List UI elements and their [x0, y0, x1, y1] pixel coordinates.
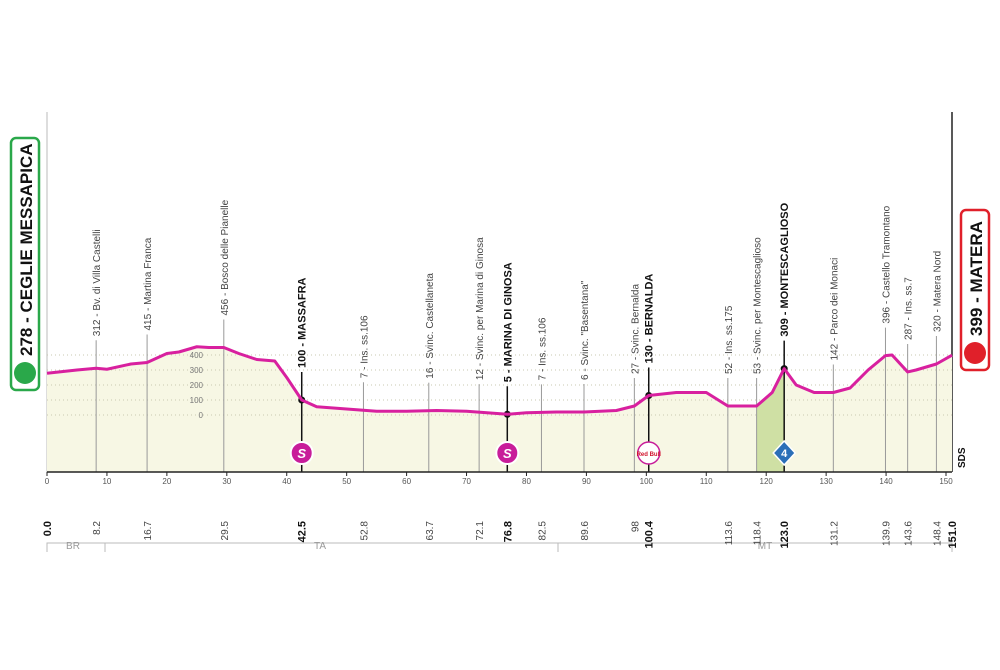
start-frame	[9, 136, 41, 392]
km-label: 139.9	[881, 521, 892, 546]
waypoint-label: 142 - Parco dei Monaci	[829, 258, 840, 361]
sds-label: SDS	[957, 447, 968, 468]
y-tick-label: 200	[190, 381, 204, 390]
bonus-icon	[636, 441, 661, 465]
waypoint-label: 456 - Bosco delle Pianelle	[220, 199, 231, 315]
x-tick-label: 50	[342, 477, 351, 486]
y-tick-label: 0	[199, 411, 204, 420]
x-tick-label: 30	[222, 477, 231, 486]
region-label: MT	[758, 541, 772, 552]
km-label: 131.2	[829, 521, 840, 546]
km-label: 100.4	[644, 520, 656, 548]
x-tick-label: 20	[162, 477, 171, 486]
regions: BR TA MT	[46, 541, 953, 552]
km-label: 0.0	[42, 521, 54, 536]
profile-line	[46, 345, 953, 416]
waypoint-label: 53 - Svinc. per Montescaglioso	[753, 237, 764, 374]
waypoint-label: 12 - Svinc. per Marina di Ginosa	[475, 237, 486, 380]
finish-label: 399 - MATERA	[967, 221, 986, 336]
y-tick-label: 400	[190, 351, 204, 360]
km-label: 118.4	[753, 521, 764, 546]
start-label: 278 - CEGLIE MESSAPICA	[17, 143, 36, 356]
climb-icon	[772, 439, 797, 467]
waypoint-label: 7 - Ins. ss.106	[359, 315, 370, 378]
km-label: 151.0	[947, 521, 959, 549]
waypoint-label: 6 - Svinc. "Basentana"	[580, 280, 591, 380]
region-bracket	[46, 542, 953, 552]
bonus-label: Red Bull	[637, 452, 662, 458]
region-label: BR	[66, 541, 80, 552]
x-tick-label: 60	[402, 477, 411, 486]
region-label: TA	[314, 541, 326, 552]
profile-area	[47, 346, 952, 472]
sprint-label: S	[503, 446, 512, 461]
km-label: 89.6	[580, 521, 591, 541]
climb-area	[756, 368, 785, 472]
y-tick-label: 100	[190, 396, 204, 405]
x-tick-label: 40	[282, 477, 291, 486]
sprint-icon	[289, 441, 314, 465]
waypoint-label: 312 - Bv. di Villa Castelli	[92, 229, 103, 336]
km-label: 98	[630, 521, 641, 533]
waypoint-label: 27 - Svinc. Bernalda	[630, 284, 641, 374]
km-label: 29.5	[220, 521, 231, 541]
climb-category: 4	[781, 448, 788, 460]
x-tick-label: 140	[879, 477, 893, 486]
km-label: 52.8	[359, 521, 370, 541]
waypoint-label: 100 - MASSAFRA	[297, 277, 309, 368]
sprint-icon	[495, 441, 520, 465]
waypoint-label: 16 - Svinc. Castellaneta	[425, 273, 436, 379]
x-tick-label: 90	[582, 477, 591, 486]
waypoint-label: 130 - BERNALDA	[644, 274, 656, 364]
finish-frame	[959, 208, 991, 372]
km-label: 123.0	[779, 521, 791, 549]
waypoint-label: 52 - Ins. ss.175	[724, 305, 735, 374]
x-tick-label: 70	[462, 477, 471, 486]
waypoint-label: 287 - Ins. ss.7	[904, 277, 915, 340]
x-tick-label: 0	[45, 477, 50, 486]
finish-icon	[964, 342, 986, 364]
km-label: 16.7	[143, 521, 154, 541]
start-badge: 278 - CEGLIE MESSAPICA	[9, 136, 41, 392]
waypoint-label: 7 - Ins. ss.106	[537, 317, 548, 380]
sprint-label: S	[297, 446, 306, 461]
waypoint-label: 320 - Matera Nord	[932, 251, 943, 332]
km-label: 113.6	[724, 521, 735, 546]
x-tick-label: 130	[819, 477, 833, 486]
km-label: 8.2	[92, 521, 103, 535]
km-label: 42.5	[297, 521, 309, 542]
finish-badge: 399 - MATERA	[959, 208, 991, 372]
km-label: 72.1	[475, 521, 486, 541]
km-label: 76.8	[502, 521, 514, 542]
x-tick-label: 100	[640, 477, 654, 486]
start-icon	[14, 362, 36, 384]
km-label: 148.4	[932, 521, 943, 546]
x-tick-label: 150	[939, 477, 953, 486]
km-label: 82.5	[537, 521, 548, 541]
waypoint-label: 415 - Martina Franca	[143, 237, 154, 330]
x-tick-label: 10	[102, 477, 111, 486]
x-tick-label: 120	[760, 477, 774, 486]
km-label: 63.7	[425, 521, 436, 541]
x-tick-label: 110	[700, 477, 713, 486]
waypoint-label: 5 - MARINA DI GINOSA	[502, 262, 514, 382]
waypoint-label: 309 - MONTESCAGLIOSO	[779, 202, 791, 336]
x-tick-label: 80	[522, 477, 531, 486]
waypoint-label: 396 - Castello Tramontano	[881, 205, 892, 323]
y-tick-label: 300	[190, 366, 204, 375]
km-label: 143.6	[904, 521, 915, 546]
